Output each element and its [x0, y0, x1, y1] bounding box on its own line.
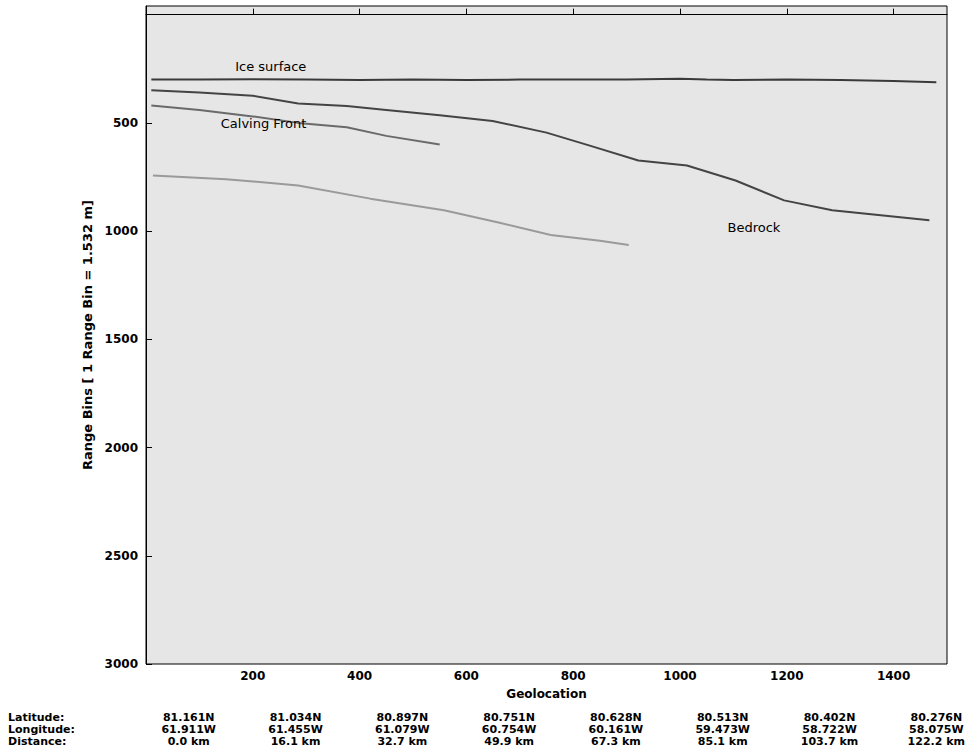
svg-text:58.722W: 58.722W — [802, 722, 857, 736]
svg-text:1500: 1500 — [105, 332, 138, 346]
svg-text:2500: 2500 — [105, 549, 138, 563]
svg-text:200: 200 — [240, 669, 265, 683]
svg-text:Range Bins [ 1 Range Bin = 1.5: Range Bins [ 1 Range Bin = 1.532 m] — [80, 200, 95, 470]
svg-text:59.473W: 59.473W — [695, 722, 750, 736]
svg-text:3000: 3000 — [105, 657, 138, 671]
svg-text:61.455W: 61.455W — [268, 722, 323, 736]
svg-text:Distance:: Distance: — [8, 735, 66, 748]
svg-text:Ice surface: Ice surface — [235, 59, 306, 74]
svg-text:60.754W: 60.754W — [481, 722, 537, 736]
svg-text:Latitude:: Latitude: — [8, 710, 65, 724]
svg-text:Longitude:: Longitude: — [8, 722, 75, 736]
svg-text:67.3 km: 67.3 km — [591, 735, 641, 748]
svg-text:Calving Front: Calving Front — [221, 116, 306, 131]
svg-text:1000: 1000 — [105, 224, 138, 238]
svg-text:500: 500 — [113, 116, 138, 130]
svg-text:80.628N: 80.628N — [590, 710, 642, 724]
svg-text:Geolocation: Geolocation — [506, 687, 586, 701]
svg-text:0.0 km: 0.0 km — [168, 735, 210, 748]
svg-text:400: 400 — [347, 669, 372, 683]
svg-text:800: 800 — [561, 669, 586, 683]
svg-text:1000: 1000 — [663, 669, 696, 683]
svg-text:1200: 1200 — [770, 669, 803, 683]
svg-text:60.161W: 60.161W — [588, 722, 644, 736]
svg-text:600: 600 — [454, 669, 479, 683]
svg-text:2000: 2000 — [105, 441, 138, 455]
svg-text:16.1 km: 16.1 km — [271, 735, 321, 748]
svg-text:61.911W: 61.911W — [161, 722, 216, 736]
svg-text:32.7 km: 32.7 km — [377, 735, 427, 748]
svg-text:58.075W: 58.075W — [909, 722, 964, 736]
svg-text:103.7 km: 103.7 km — [801, 735, 858, 748]
svg-text:80.276N: 80.276N — [910, 710, 963, 724]
svg-text:85.1 km: 85.1 km — [698, 735, 748, 748]
svg-text:122.2 km: 122.2 km — [908, 735, 965, 748]
svg-text:80.402N: 80.402N — [803, 710, 856, 724]
svg-text:61.079W: 61.079W — [375, 722, 430, 736]
svg-text:Bedrock: Bedrock — [728, 220, 781, 235]
svg-text:49.9 km: 49.9 km — [484, 735, 534, 748]
svg-text:1400: 1400 — [877, 669, 910, 683]
svg-text:80.513N: 80.513N — [696, 710, 749, 724]
svg-text:81.034N: 81.034N — [269, 710, 322, 724]
svg-text:80.897N: 80.897N — [376, 710, 429, 724]
svg-text:80.751N: 80.751N — [483, 710, 535, 724]
svg-text:81.161N: 81.161N — [162, 710, 215, 724]
